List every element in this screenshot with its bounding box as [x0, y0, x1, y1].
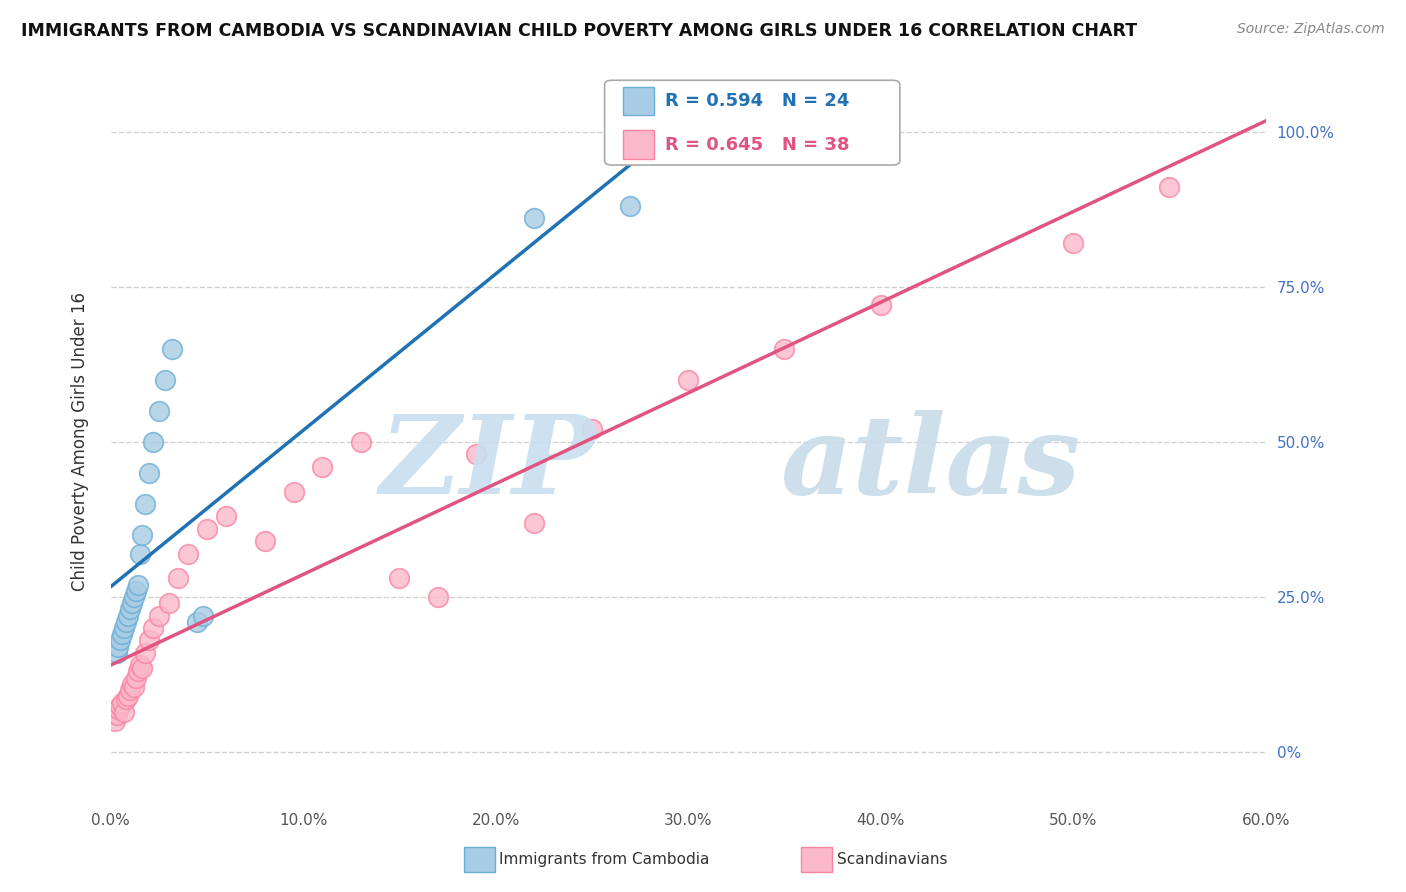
Point [167, 571, 190, 585]
Point [138, 633, 160, 648]
Text: IMMIGRANTS FROM CAMBODIA VS SCANDINAVIAN CHILD POVERTY AMONG GIRLS UNDER 16 CORR: IMMIGRANTS FROM CAMBODIA VS SCANDINAVIAN… [21, 22, 1137, 40]
Point [105, 646, 128, 660]
Point [134, 646, 156, 660]
Point [153, 373, 176, 387]
Point [128, 547, 150, 561]
Point [619, 199, 641, 213]
Point [117, 608, 139, 623]
Point [191, 608, 214, 623]
Point [148, 608, 170, 623]
Point [1159, 180, 1181, 194]
Text: Immigrants from Cambodia: Immigrants from Cambodia [499, 853, 710, 867]
Point [186, 615, 208, 629]
Point [138, 466, 160, 480]
Point [111, 696, 134, 710]
Point [117, 690, 139, 704]
Point [1062, 236, 1084, 251]
Point [148, 404, 170, 418]
Point [107, 640, 129, 654]
Point [131, 661, 153, 675]
Point [142, 434, 165, 449]
Point [177, 547, 200, 561]
Point [105, 708, 128, 723]
Text: atlas: atlas [780, 409, 1081, 517]
Text: R = 0.594   N = 24: R = 0.594 N = 24 [665, 92, 849, 110]
Point [195, 522, 218, 536]
Point [111, 627, 134, 641]
Text: Source: ZipAtlas.com: Source: ZipAtlas.com [1237, 22, 1385, 37]
Point [142, 621, 165, 635]
Point [676, 373, 699, 387]
Point [122, 590, 145, 604]
Point [350, 434, 373, 449]
Point [283, 484, 305, 499]
Point [388, 571, 411, 585]
Point [110, 698, 132, 713]
Point [162, 342, 184, 356]
Point [125, 671, 148, 685]
Point [122, 680, 145, 694]
Point [118, 683, 141, 698]
Point [121, 596, 143, 610]
Point [118, 602, 141, 616]
Point [110, 633, 132, 648]
Point [115, 692, 138, 706]
Point [523, 516, 546, 530]
Text: ZIP: ZIP [380, 409, 596, 517]
Point [465, 447, 488, 461]
Point [121, 677, 143, 691]
Point [869, 298, 891, 312]
Point [127, 665, 149, 679]
Point [115, 615, 138, 629]
Point [112, 621, 135, 635]
Point [215, 509, 238, 524]
Point [581, 422, 603, 436]
Point [134, 497, 156, 511]
Point [773, 342, 796, 356]
Point [131, 528, 153, 542]
Point [125, 583, 148, 598]
Point [112, 705, 135, 719]
Point [523, 211, 546, 226]
Y-axis label: Child Poverty Among Girls Under 16: Child Poverty Among Girls Under 16 [72, 293, 89, 591]
Point [311, 459, 333, 474]
Point [427, 590, 450, 604]
Point [157, 596, 180, 610]
Point [128, 658, 150, 673]
Text: R = 0.645   N = 38: R = 0.645 N = 38 [665, 136, 849, 153]
Text: Scandinavians: Scandinavians [837, 853, 948, 867]
Point [104, 714, 127, 728]
Point [107, 702, 129, 716]
Point [127, 577, 149, 591]
Point [253, 534, 276, 549]
